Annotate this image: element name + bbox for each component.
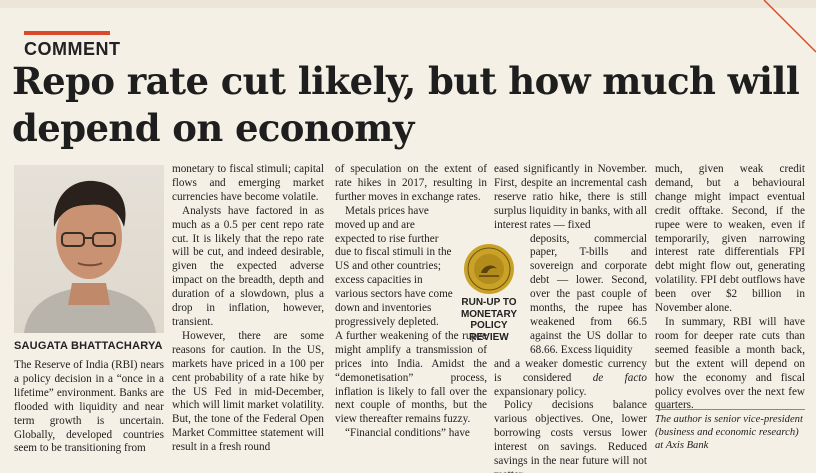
- red-pen-mark: [763, 0, 816, 53]
- paragraph: However, there are some reasons for caut…: [172, 329, 324, 454]
- paragraph: Analysts have factored in as much as a 0…: [172, 204, 324, 328]
- author-photo: [14, 165, 164, 333]
- article-column-2: monetary to fiscal stimuli; capital flow…: [172, 163, 324, 455]
- article-column-4: eased significantly in November. First, …: [494, 163, 647, 473]
- paragraph: A further weakening of the rupee might a…: [335, 329, 487, 426]
- paragraph: The Reserve of India (RBI) nears a polic…: [14, 359, 164, 455]
- article-column-1: The Reserve of India (RBI) nears a polic…: [14, 359, 164, 456]
- author-portrait-icon: [24, 180, 156, 333]
- author-bio: The author is senior vice-president (bus…: [655, 409, 805, 452]
- headline: Repo rate cut likely, but how much will …: [12, 59, 800, 150]
- paragraph: and a weaker domestic currency is consid…: [494, 357, 648, 398]
- rbi-emblem-icon: [464, 244, 514, 294]
- paragraph: monetary to fiscal stimuli; capital flow…: [172, 163, 324, 203]
- paragraph: Policy decisions balance various objecti…: [494, 399, 647, 473]
- kicker-rule: [24, 31, 110, 35]
- paragraph: In summary, RBI will have room for deepe…: [655, 315, 805, 412]
- paragraph: of speculation on the extent of rate hik…: [335, 163, 487, 203]
- section-kicker: COMMENT: [24, 39, 121, 59]
- article-column-5: much, given weak credit demand, but a be…: [655, 163, 805, 413]
- author-byline: SAUGATA BHATTACHARYA: [14, 340, 163, 352]
- paragraph: “Financial conditions” have: [345, 427, 470, 440]
- paragraph: eased significantly in November. First, …: [494, 163, 647, 231]
- paragraph: deposits, commercial paper, T-bills and …: [530, 232, 647, 356]
- article-column-3: of speculation on the extent of rate hik…: [335, 163, 487, 441]
- series-label: RUN-UP TO MONETARY POLICY REVIEW: [460, 297, 518, 343]
- paragraph: Metals prices have moved up and are expe…: [335, 204, 453, 328]
- paragraph: much, given weak credit demand, but a be…: [655, 163, 805, 315]
